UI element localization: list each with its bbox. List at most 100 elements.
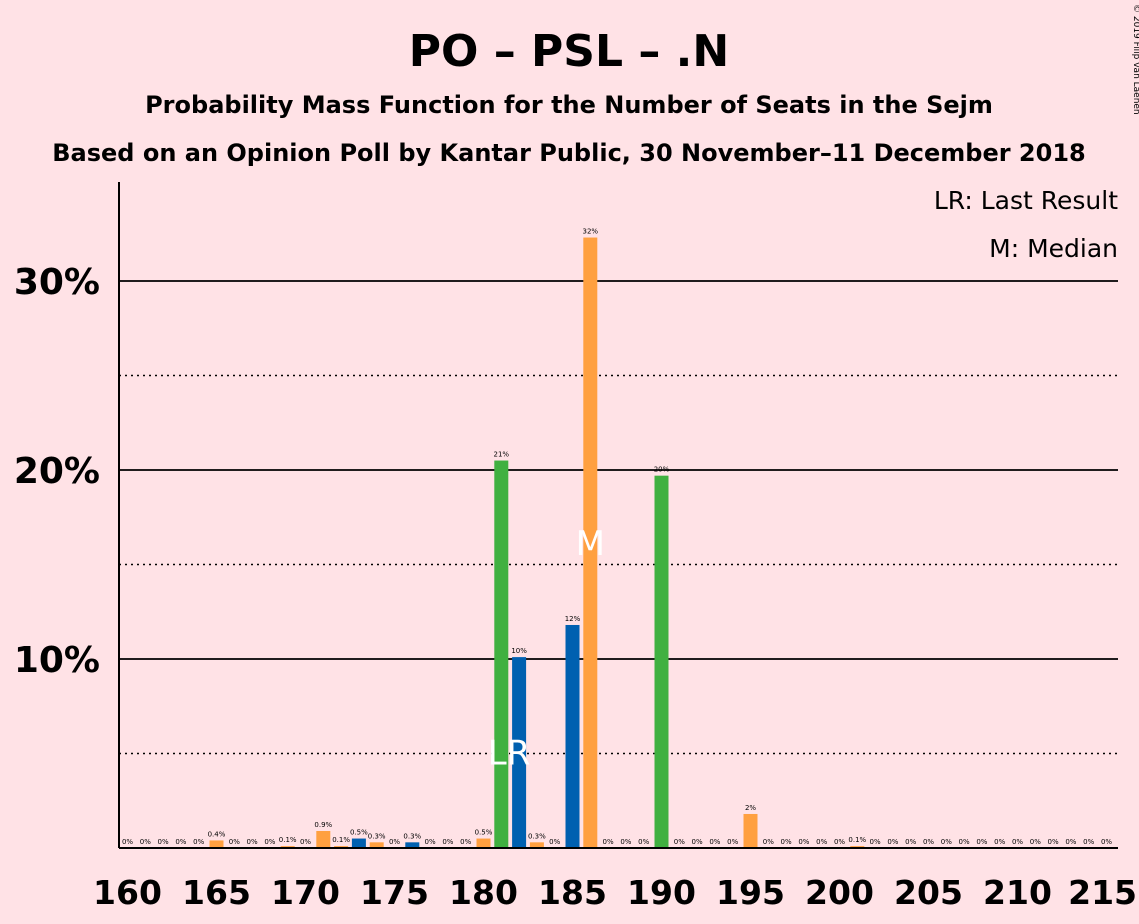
bar-label-seat-185: 12% <box>565 615 581 623</box>
x-tick-label: 195 <box>716 873 785 912</box>
bar-seat-165 <box>209 840 224 848</box>
bar-label-seat-174: 0.3% <box>368 832 386 840</box>
x-tick-label: 200 <box>805 873 874 912</box>
bar-label-seat-163: 0% <box>175 838 186 846</box>
bar-label-seat-213: 0% <box>1065 838 1076 846</box>
bar-seat-195 <box>743 813 758 848</box>
bar-label-seat-192: 0% <box>692 838 703 846</box>
legend-last-result: LR: Last Result <box>934 186 1118 215</box>
bar-label-seat-161: 0% <box>140 838 151 846</box>
bar-label-seat-209: 0% <box>994 838 1005 846</box>
bar-label-seat-168: 0% <box>264 838 275 846</box>
bar-label-seat-170: 0% <box>300 838 311 846</box>
bar-label-seat-215: 0% <box>1101 838 1112 846</box>
bar-label-seat-202: 0% <box>870 838 881 846</box>
x-tick-label: 170 <box>271 873 340 912</box>
bar-label-seat-169: 0.1% <box>279 836 297 844</box>
bar-label-seat-182: 10% <box>511 647 527 655</box>
bar-label-seat-200: 0% <box>834 838 845 846</box>
bar-series <box>209 237 865 848</box>
axes <box>118 182 1118 849</box>
bar-label-seat-186: 32% <box>583 228 599 236</box>
x-tick-label: 165 <box>182 873 251 912</box>
bar-label-seat-180: 0.5% <box>475 829 493 837</box>
bar-label-seat-184: 0% <box>549 838 560 846</box>
bar-label-seat-189: 0% <box>638 838 649 846</box>
bar-label-seat-166: 0% <box>229 838 240 846</box>
bar-label-seat-175: 0% <box>389 838 400 846</box>
bar-label-seat-177: 0% <box>425 838 436 846</box>
markers: LR M <box>488 524 605 774</box>
bar-seat-176 <box>405 842 420 848</box>
bar-seat-171 <box>316 830 331 848</box>
x-tick-label: 215 <box>1068 873 1137 912</box>
bar-label-seat-211: 0% <box>1030 838 1041 846</box>
legend-median: M: Median <box>989 234 1118 263</box>
bar-label-seat-183: 0.3% <box>528 832 546 840</box>
bar-label-seat-198: 0% <box>798 838 809 846</box>
bar-label-seat-196: 0% <box>763 838 774 846</box>
bar-label-seat-190: 20% <box>654 466 670 474</box>
bar-label-seat-191: 0% <box>674 838 685 846</box>
y-tick-label: 20% <box>14 451 100 492</box>
bar-seat-180 <box>476 838 491 848</box>
bar-label-seat-193: 0% <box>709 838 720 846</box>
bar-label-seat-162: 0% <box>158 838 169 846</box>
bar-label-seat-173: 0.5% <box>350 829 368 837</box>
bar-seat-183 <box>529 842 544 848</box>
y-tick-label: 10% <box>14 640 100 681</box>
bar-label-seat-203: 0% <box>887 838 898 846</box>
bar-label-seat-194: 0% <box>727 838 738 846</box>
chart-title: PO – PSL – .N <box>409 26 729 77</box>
bar-label-seat-176: 0.3% <box>403 832 421 840</box>
bar-label-seat-195: 2% <box>745 804 756 812</box>
bar-label-seat-201: 0.1% <box>848 836 866 844</box>
bar-label-seat-197: 0% <box>781 838 792 846</box>
bar-label-seat-171: 0.9% <box>314 821 332 829</box>
bar-label-seat-165: 0.4% <box>208 830 226 838</box>
bar-label-seat-187: 0% <box>603 838 614 846</box>
bar-label-seat-188: 0% <box>620 838 631 846</box>
bar-label-seat-199: 0% <box>816 838 827 846</box>
bar-value-labels: 0% 0% 0% 0% 0%0.4%0% 0% 0% 0.1% 0%0.9%0.1%0.5% 0.… <box>122 228 1112 846</box>
bar-label-seat-206: 0% <box>941 838 952 846</box>
bar-label-seat-205: 0% <box>923 838 934 846</box>
x-tick-labels: 160 165 170 175 180 185 190 195 200 205 210 215 <box>93 873 1137 912</box>
bar-label-seat-208: 0% <box>976 838 987 846</box>
bar-seat-174 <box>369 842 384 848</box>
x-tick-label: 175 <box>360 873 429 912</box>
y-tick-label: 30% <box>14 262 100 303</box>
median-marker: M <box>576 524 605 564</box>
bar-label-seat-214: 0% <box>1083 838 1094 846</box>
bar-seat-181 <box>494 460 509 848</box>
copyright-notice: © 2019 Filip van Laenen <box>1131 4 1139 115</box>
bar-seat-182 <box>512 657 527 848</box>
chart-subtitle-poll: Based on an Opinion Poll by Kantar Publi… <box>52 139 1085 167</box>
x-tick-label: 210 <box>983 873 1052 912</box>
y-tick-labels: 10% 20% 30% <box>14 262 100 681</box>
bar-label-seat-179: 0% <box>460 838 471 846</box>
bar-seat-190 <box>654 475 669 848</box>
gridlines <box>119 280 1118 755</box>
bar-label-seat-172: 0.1% <box>332 836 350 844</box>
x-tick-label: 160 <box>93 873 162 912</box>
bar-label-seat-204: 0% <box>905 838 916 846</box>
x-tick-label: 205 <box>894 873 963 912</box>
bar-label-seat-167: 0% <box>247 838 258 846</box>
bar-label-seat-164: 0% <box>193 838 204 846</box>
bar-label-seat-178: 0% <box>442 838 453 846</box>
last-result-marker: LR <box>488 734 531 774</box>
x-tick-label: 190 <box>627 873 696 912</box>
bar-label-seat-210: 0% <box>1012 838 1023 846</box>
bar-seat-186 <box>583 237 598 848</box>
bar-label-seat-181: 21% <box>494 451 510 459</box>
bar-label-seat-160: 0% <box>122 838 133 846</box>
x-tick-label: 185 <box>538 873 607 912</box>
bar-label-seat-212: 0% <box>1048 838 1059 846</box>
x-tick-label: 180 <box>449 873 518 912</box>
bar-seat-185 <box>565 624 580 848</box>
bar-seat-173 <box>351 838 366 848</box>
bar-label-seat-207: 0% <box>959 838 970 846</box>
chart-subtitle: Probability Mass Function for the Number… <box>145 91 993 119</box>
